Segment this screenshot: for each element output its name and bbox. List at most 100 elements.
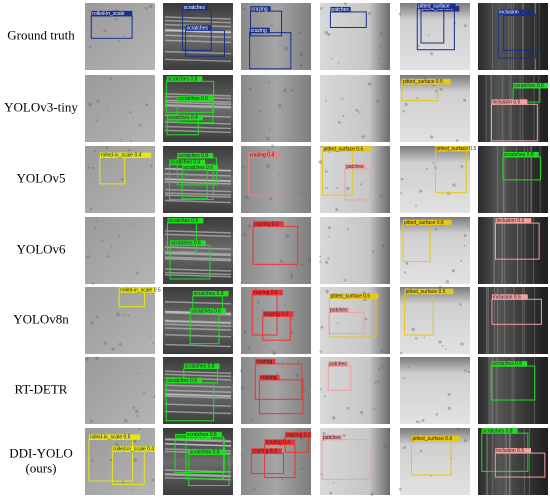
streak xyxy=(164,199,232,204)
speck xyxy=(266,164,270,168)
detection-label: crazing xyxy=(256,359,272,365)
speck xyxy=(463,244,466,247)
defect-image xyxy=(320,3,390,70)
speck xyxy=(360,410,364,415)
speck xyxy=(403,271,407,274)
image-cell: scratches 0.8 scratches 0.6 scratches 0.4 xyxy=(163,75,233,142)
speck xyxy=(373,407,376,410)
detection-label-bg xyxy=(345,163,366,170)
streak xyxy=(164,474,232,478)
detection-label-bg xyxy=(417,3,456,10)
speck xyxy=(136,372,139,375)
row-label: DDI-YOLO xyxy=(9,445,73,460)
defect-image xyxy=(85,75,155,142)
speck xyxy=(261,434,263,437)
speck xyxy=(342,114,345,117)
speck xyxy=(379,32,383,35)
speck xyxy=(467,225,469,228)
speck xyxy=(127,149,131,152)
image-cell: pitted_surface 0.5 patches xyxy=(319,287,390,354)
detection-label-bg xyxy=(119,287,155,293)
speck xyxy=(330,57,333,60)
speck xyxy=(118,39,121,42)
streak xyxy=(164,192,232,196)
speck xyxy=(463,234,467,237)
defect-image xyxy=(85,287,155,354)
speck xyxy=(87,166,91,169)
row-label: Ground truth xyxy=(7,27,75,42)
speck xyxy=(148,4,153,9)
speck xyxy=(300,437,303,440)
speck xyxy=(284,46,289,51)
detection-label-bg xyxy=(182,4,208,11)
detection-label-bg xyxy=(330,6,351,13)
speck xyxy=(435,413,439,416)
defect-image xyxy=(400,146,470,213)
detection-label: pitted_surface 0.5 xyxy=(330,293,370,299)
detection-label-bg xyxy=(167,217,204,224)
speck xyxy=(132,223,135,225)
image-cell: inclusion 0.5 xyxy=(478,287,548,354)
streak xyxy=(164,443,232,447)
defect-image xyxy=(400,287,470,354)
speck xyxy=(379,194,383,198)
detection-label: scratches xyxy=(184,5,206,11)
image-cell xyxy=(320,75,390,142)
detection-box xyxy=(258,379,304,415)
speck xyxy=(432,162,435,164)
speck xyxy=(86,255,90,259)
speck xyxy=(89,45,92,49)
detection-label: inclusion 0.5 xyxy=(496,218,524,224)
speck xyxy=(247,346,251,350)
speck xyxy=(88,102,93,107)
detection-label-bg xyxy=(250,6,271,12)
speck xyxy=(91,166,95,170)
speck xyxy=(438,340,442,344)
streak xyxy=(164,473,232,477)
streak xyxy=(164,34,232,39)
detection-label: scratches 0.8 xyxy=(190,449,220,455)
speck xyxy=(290,274,294,278)
detection-label: inclusion 0.5 xyxy=(493,294,521,300)
speck xyxy=(325,170,328,173)
detection-label: inclusion 0.5 xyxy=(493,99,521,105)
detection-label-bg xyxy=(264,439,296,445)
speck xyxy=(337,62,340,64)
streak xyxy=(164,230,232,234)
speck xyxy=(327,32,331,37)
speck xyxy=(320,325,324,329)
speck xyxy=(114,18,118,21)
speck xyxy=(259,109,262,113)
image-cell: crazing 0.6 crazing 0.6 xyxy=(241,287,311,356)
speck xyxy=(383,444,388,449)
image-cell: pitted_surface 0.5 xyxy=(399,285,470,355)
speck xyxy=(105,145,109,149)
streak xyxy=(164,343,232,348)
speck xyxy=(463,24,467,28)
speck xyxy=(367,11,371,15)
speck xyxy=(250,418,253,422)
streak xyxy=(164,393,232,398)
defect-image xyxy=(400,357,470,424)
speck xyxy=(150,164,153,168)
detection-label: pitted_surface 0.6 xyxy=(412,436,452,442)
speck xyxy=(269,197,273,201)
speck xyxy=(243,7,246,11)
detection-label-bg xyxy=(481,428,518,434)
detection-label: pitted_surface 0.5 xyxy=(403,79,443,85)
speck xyxy=(297,360,300,363)
speck xyxy=(281,366,284,369)
speck xyxy=(275,372,278,375)
speck xyxy=(95,220,98,223)
detection-label: scratches 0.4 xyxy=(168,115,198,121)
speck xyxy=(398,487,402,491)
image-cell xyxy=(400,357,471,424)
image-cell: inclusioninclusion xyxy=(478,3,548,70)
speck xyxy=(364,317,368,321)
detection-label-bg xyxy=(402,78,451,85)
image-cell xyxy=(241,75,311,142)
streak xyxy=(164,251,232,255)
speck xyxy=(419,449,423,453)
